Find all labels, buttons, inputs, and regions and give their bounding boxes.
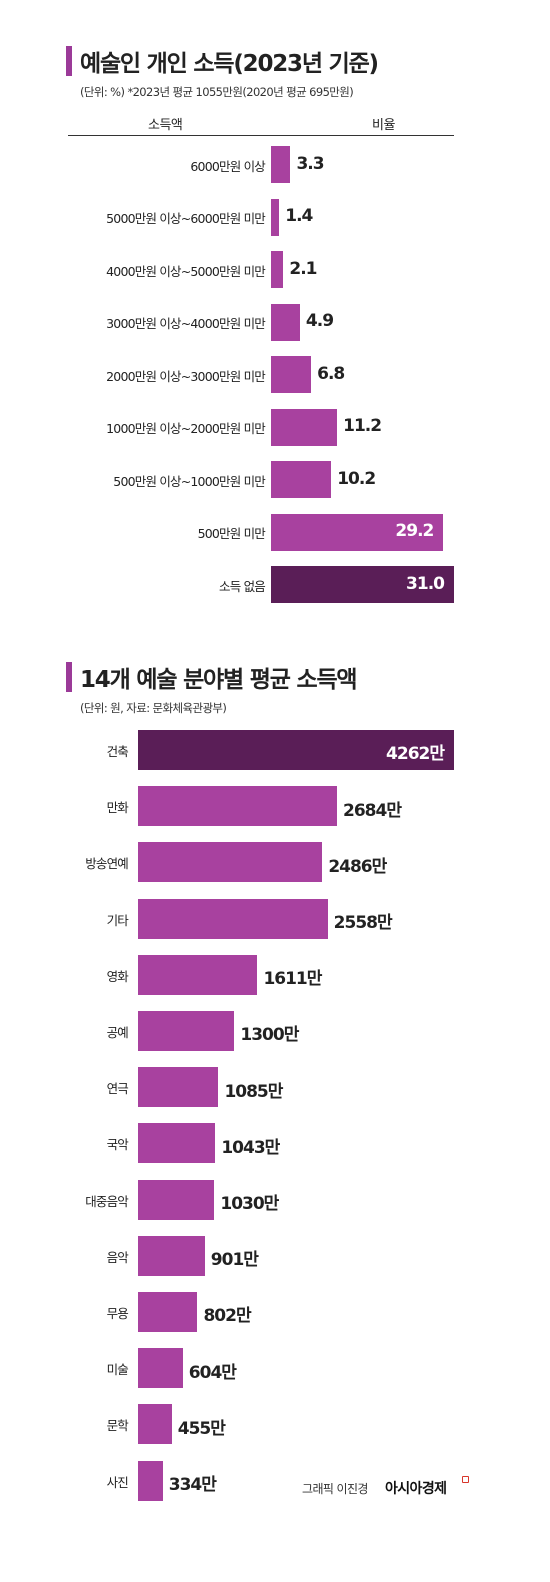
category-label: 연극: [106, 1081, 129, 1097]
category-label: 소득 없음: [219, 578, 266, 594]
value-label: 455만: [177, 1418, 226, 1439]
bar: [271, 146, 291, 183]
value-label: 1611만: [263, 969, 322, 990]
category-label: 만화: [106, 800, 129, 816]
bar: [138, 730, 454, 770]
chart1-note: (단위: %) *2023년 평균 1055만원(2020년 평균 695만원): [80, 85, 354, 99]
value-label: 2684만: [343, 800, 402, 821]
bar: [138, 1123, 216, 1164]
category-label: 음악: [106, 1249, 129, 1265]
value-label: 6.8: [317, 363, 345, 384]
category-label: 미술: [106, 1362, 129, 1378]
value-label: 2.1: [289, 258, 317, 279]
category-label: 사진: [106, 1474, 129, 1490]
category-label: 건축: [106, 744, 129, 759]
bar: [138, 1404, 172, 1445]
category-label: 1000만원 이상~2000만원 미만: [106, 421, 266, 436]
value-label: 4262만: [386, 744, 445, 765]
bar: [138, 1460, 163, 1501]
value-label: 901만: [210, 1250, 259, 1271]
chart2-title-accent: [66, 662, 72, 692]
category-label: 대중음악: [85, 1193, 129, 1209]
category-label: 2000만원 이상~3000만원 미만: [106, 368, 266, 384]
value-label: 4.9: [305, 311, 334, 332]
category-label: 방송연예: [85, 856, 129, 872]
chart1-title-accent: [66, 46, 72, 76]
bar: [138, 786, 337, 827]
category-label: 4000만원 이상~5000만원 미만: [106, 263, 266, 279]
bar: [138, 1067, 219, 1108]
bar: [138, 954, 258, 995]
value-label: 2486만: [328, 856, 387, 877]
brand-mark-icon: [462, 1476, 469, 1483]
category-label: 문학: [106, 1418, 129, 1434]
value-label: 2558만: [333, 913, 393, 934]
bar: [138, 1348, 183, 1389]
chart1-title: 예술인 개인 소득(2023년 기준): [80, 51, 379, 77]
bar: [271, 251, 284, 288]
value-label: 604만: [188, 1362, 237, 1383]
value-label: 29.2: [395, 521, 434, 542]
value-label: 802만: [203, 1306, 251, 1327]
bar: [138, 842, 323, 883]
value-label: 1043만: [221, 1137, 280, 1158]
bar: [138, 898, 328, 939]
chart1-header-category: 소득액: [148, 118, 183, 133]
bar: [138, 1235, 205, 1276]
category-label: 5000만원 이상~6000만원 미만: [106, 211, 266, 226]
bar: [138, 1292, 198, 1332]
value-label: 3.3: [296, 153, 324, 174]
category-label: 기타: [106, 912, 129, 928]
graphic-credit: 그래픽 이진경: [302, 1482, 368, 1496]
bar: [271, 303, 300, 341]
bar: [138, 1011, 235, 1051]
bar: [271, 461, 332, 498]
category-label: 무용: [106, 1306, 129, 1321]
category-label: 500만원 미만: [197, 526, 266, 541]
chart2-title: 14개 예술 분야별 평균 소득액: [80, 667, 358, 693]
bar: [271, 513, 444, 551]
category-label: 6000만원 이상: [190, 158, 265, 174]
category-label: 500만원 이상~1000만원 미만: [113, 473, 266, 489]
value-label: 31.0: [406, 573, 445, 594]
brand-logo: 아시아경제: [385, 1481, 447, 1497]
bar: [271, 566, 454, 603]
value-label: 10.2: [337, 468, 376, 489]
chart1-header-rule: [68, 135, 454, 136]
category-label: 공예: [106, 1025, 129, 1040]
value-label: 1.4: [285, 206, 313, 227]
value-label: 1030만: [220, 1194, 279, 1215]
chart1-header-value: 비율: [372, 118, 395, 133]
chart2-note: (단위: 원, 자료: 문화체육관광부): [80, 701, 227, 715]
value-label: 1085만: [224, 1081, 283, 1102]
bar: [271, 408, 338, 446]
category-label: 영화: [106, 968, 129, 984]
category-label: 국악: [106, 1137, 129, 1153]
bar: [271, 198, 280, 236]
category-label: 3000만원 이상~4000만원 미만: [106, 316, 266, 331]
value-label: 1300만: [240, 1025, 299, 1046]
bar: [271, 356, 312, 393]
value-label: 11.2: [343, 416, 382, 437]
bar: [138, 1179, 215, 1220]
value-label: 334만: [168, 1475, 217, 1496]
